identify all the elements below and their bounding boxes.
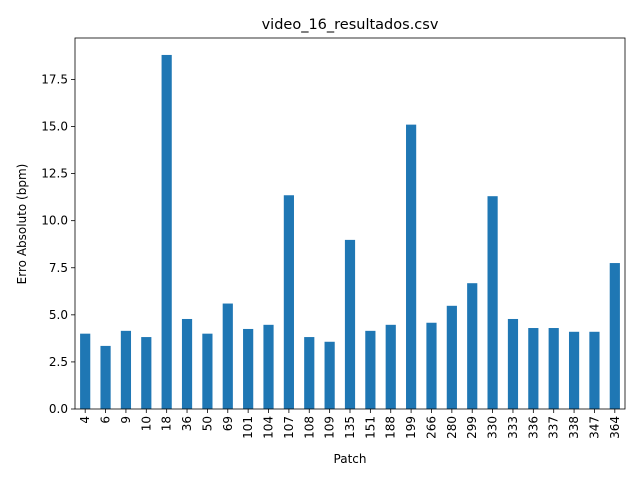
bar-50 xyxy=(202,333,213,409)
bar-108 xyxy=(304,337,315,409)
y-tick-label: 2.5 xyxy=(49,355,68,369)
bar-10 xyxy=(141,337,152,409)
bar-4 xyxy=(80,333,91,409)
bars-group xyxy=(80,54,620,409)
x-tick-label: 104 xyxy=(262,416,276,439)
bar-338 xyxy=(568,331,580,409)
x-tick-label: 135 xyxy=(343,416,357,439)
x-axis: 4 6 9 10 18 36 50 69 101 104 107 108 109 135 151 188 199… xyxy=(78,409,622,439)
bar-36 xyxy=(181,318,193,409)
bar-9 xyxy=(120,330,132,409)
x-tick-label: 18 xyxy=(160,416,174,431)
x-tick-label: 338 xyxy=(567,416,581,439)
x-tick-label: 337 xyxy=(547,416,561,439)
y-axis: 0.0 2.5 5.0 7.5 10.0 12.5 15.0 17.5 xyxy=(41,72,75,416)
y-tick-label: 12.5 xyxy=(41,167,68,181)
x-tick-label: 151 xyxy=(363,416,377,439)
x-tick-label: 6 xyxy=(99,416,113,424)
bar-107 xyxy=(283,195,294,409)
plot-frame xyxy=(74,37,626,410)
bar-69 xyxy=(222,303,233,409)
chart-title: video_16_resultados.csv xyxy=(262,17,439,33)
x-tick-label: 336 xyxy=(526,416,540,439)
x-tick-label: 280 xyxy=(445,416,459,439)
x-tick-label: 266 xyxy=(424,416,438,439)
x-tick-label: 69 xyxy=(221,416,235,431)
x-tick-label: 347 xyxy=(587,416,601,439)
x-axis-label: Patch xyxy=(334,452,367,466)
x-tick-label: 299 xyxy=(465,416,479,439)
bar-101 xyxy=(243,328,254,409)
x-tick-label: 109 xyxy=(323,416,337,439)
bar-330 xyxy=(487,196,498,409)
bar-104 xyxy=(263,324,274,409)
x-tick-label: 101 xyxy=(241,416,255,439)
x-tick-label: 108 xyxy=(302,416,316,439)
y-tick-label: 10.0 xyxy=(41,214,68,228)
bar-6 xyxy=(100,345,111,409)
x-tick-label: 330 xyxy=(486,416,500,439)
bar-333 xyxy=(507,318,519,409)
bar-336 xyxy=(528,328,539,409)
bar-135 xyxy=(344,239,356,409)
y-tick-label: 17.5 xyxy=(41,72,68,86)
x-tick-label: 10 xyxy=(139,416,153,431)
y-tick-label: 7.5 xyxy=(49,261,68,275)
x-tick-label: 333 xyxy=(506,416,520,439)
y-tick-label: 15.0 xyxy=(41,120,68,134)
x-tick-label: 36 xyxy=(180,416,194,431)
bar-109 xyxy=(324,341,335,409)
bar-280 xyxy=(446,305,457,409)
y-tick-label: 5.0 xyxy=(49,308,68,322)
bar-299 xyxy=(467,283,478,409)
x-tick-label: 107 xyxy=(282,416,296,439)
bar-364 xyxy=(609,263,620,409)
bar-151 xyxy=(365,330,376,409)
bar-188 xyxy=(385,324,396,409)
y-axis-label: Erro Absoluto (bpm) xyxy=(15,164,29,285)
bar-266 xyxy=(426,322,437,409)
x-tick-label: 9 xyxy=(119,416,133,424)
bar-18 xyxy=(161,54,172,409)
bar-337 xyxy=(548,328,559,409)
x-tick-label: 188 xyxy=(384,416,398,439)
x-tick-label: 364 xyxy=(608,416,622,439)
x-tick-label: 199 xyxy=(404,416,418,439)
bar-347 xyxy=(589,331,600,409)
y-tick-label: 0.0 xyxy=(49,402,68,416)
bar-199 xyxy=(406,124,417,409)
x-tick-label: 4 xyxy=(78,416,92,424)
x-tick-label: 50 xyxy=(200,416,214,431)
